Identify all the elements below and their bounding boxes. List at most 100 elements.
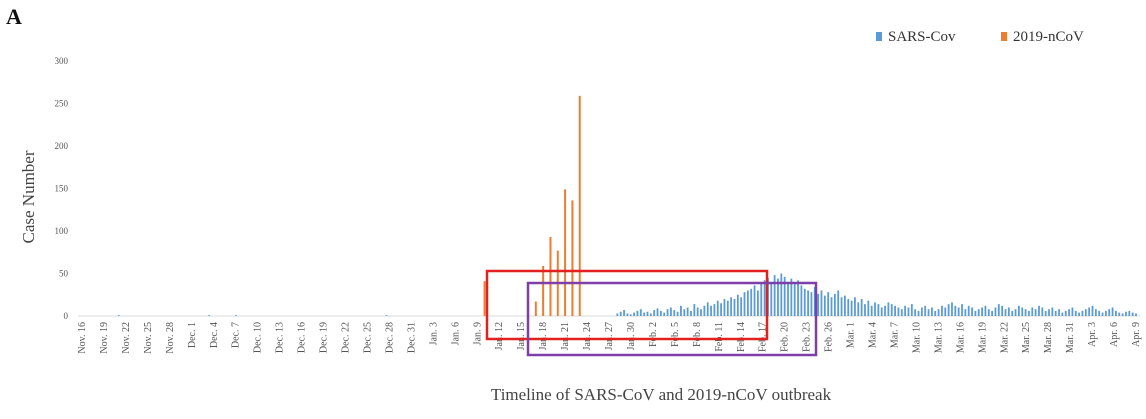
bar-sars-cov [820, 290, 823, 316]
bar-sars-cov [1121, 313, 1124, 316]
bar-sars-cov [910, 304, 913, 316]
bar-sars-cov [964, 309, 967, 316]
x-tick-label: Mar. 10 [911, 322, 922, 353]
x-tick-label: Dec. 7 [231, 322, 242, 348]
x-tick-label: Jan. 6 [450, 322, 461, 345]
x-tick-label: Mar. 28 [1043, 322, 1054, 353]
x-tick-label: Jan. 12 [494, 322, 505, 350]
legend-swatch-ncov [1001, 32, 1007, 41]
bar-sars-cov [713, 304, 716, 316]
bar-sars-cov [753, 285, 756, 316]
bar-sars-cov [817, 293, 820, 316]
bar-sars-cov [659, 310, 662, 316]
bar-sars-cov [947, 304, 950, 316]
x-tick-label: Mar. 4 [868, 322, 879, 348]
y-axis-title: Case Number [19, 150, 38, 243]
bar-sars-cov [984, 305, 987, 316]
bar-sars-cov [686, 307, 689, 316]
x-tick-label: Feb. 5 [670, 322, 681, 347]
bar-sars-cov [666, 309, 669, 316]
bar-sars-cov [803, 288, 806, 316]
legend-label-sars: SARS-Cov [888, 29, 956, 45]
bar-sars-cov [720, 303, 722, 316]
bar-sars-cov [917, 310, 920, 316]
bar-sars-cov [1118, 312, 1121, 316]
x-tick-label: Mar. 31 [1065, 322, 1076, 353]
bar-sars-cov [857, 302, 860, 316]
bar-sars-cov [1004, 309, 1007, 316]
legend-label-ncov: 2019-nCoV [1013, 29, 1084, 45]
y-tick-label: 0 [64, 311, 69, 321]
bar-sars-cov [643, 312, 646, 316]
bar-sars-cov [1001, 305, 1004, 316]
x-tick-label: Dec. 25 [362, 322, 373, 353]
bar-sars-cov [1101, 312, 1104, 316]
bar-sars-cov [1064, 310, 1067, 316]
bar-sars-cov [941, 305, 943, 316]
x-tick-label: Nov. 25 [143, 322, 154, 354]
x-tick-label: Jan. 18 [538, 322, 549, 350]
bar-sars-cov [736, 294, 739, 316]
bar-sars-cov [385, 315, 388, 316]
bar-sars-cov [746, 290, 749, 316]
bar-sars-cov [673, 310, 676, 316]
x-tick-label: Nov. 22 [121, 322, 132, 354]
bar-sars-cov [1034, 309, 1037, 316]
bar-sars-cov [1044, 310, 1047, 316]
bar-sars-cov [693, 304, 696, 316]
bar-sars-cov [884, 305, 886, 316]
bar-sars-cov [1071, 307, 1074, 316]
bar-sars-cov [656, 308, 659, 316]
bar-sars-cov [967, 305, 970, 316]
bar-sars-cov [1058, 309, 1060, 316]
bar-sars-cov [987, 309, 990, 316]
x-tick-label: Dec. 10 [253, 322, 264, 353]
bar-sars-cov [1021, 307, 1024, 316]
bar-sars-cov [703, 305, 706, 316]
bar-sars-cov [1061, 312, 1064, 316]
bar-sars-cov [716, 300, 719, 316]
x-tick-label: Mar. 19 [977, 322, 988, 353]
bar-sars-cov [897, 307, 900, 316]
bar-sars-cov [1041, 307, 1044, 316]
bar-sars-cov [877, 304, 880, 316]
bar-sars-cov [850, 300, 853, 316]
bar-sars-cov [1028, 310, 1030, 316]
bar-sars-cov [626, 313, 629, 316]
bar-sars-cov [1078, 312, 1081, 316]
bar-sars-cov [997, 304, 1000, 316]
bar-sars-cov [683, 309, 686, 316]
bar-sars-cov [974, 310, 977, 316]
bar-sars-cov [890, 304, 893, 316]
bar-sars-cov [623, 310, 625, 316]
bar-sars-cov [800, 285, 803, 316]
bar-sars-cov [847, 299, 850, 316]
x-tick-label: Nov. 19 [99, 322, 110, 354]
bar-sars-cov [797, 280, 799, 316]
bar-sars-cov [629, 314, 632, 316]
bar-sars-cov [1048, 309, 1050, 316]
bar-sars-cov [636, 310, 639, 316]
bar-2019-ncov [564, 189, 567, 316]
bar-sars-cov [840, 297, 843, 316]
x-tick-label: Feb. 14 [736, 322, 747, 352]
bar-sars-cov [904, 305, 907, 316]
bar-sars-cov [787, 282, 789, 316]
bar-sars-cov [740, 297, 743, 316]
x-tick-label: Feb. 8 [692, 322, 703, 347]
bar-sars-cov [680, 305, 682, 316]
x-tick-label: Jan. 9 [472, 322, 483, 345]
bar-sars-cov [726, 300, 729, 316]
bar-sars-cov [991, 310, 994, 316]
bar-sars-cov [1024, 309, 1027, 316]
bar-sars-cov [927, 309, 930, 316]
bar-sars-cov [880, 307, 883, 316]
bar-sars-cov [676, 311, 679, 316]
bar-sars-cov [887, 302, 890, 316]
bar-sars-cov [837, 290, 840, 316]
bar-sars-cov [706, 302, 709, 316]
bar-sars-cov [763, 280, 766, 316]
bar-sars-cov [1091, 305, 1094, 316]
bar-sars-cov [944, 307, 947, 316]
bar-sars-cov [639, 309, 642, 316]
